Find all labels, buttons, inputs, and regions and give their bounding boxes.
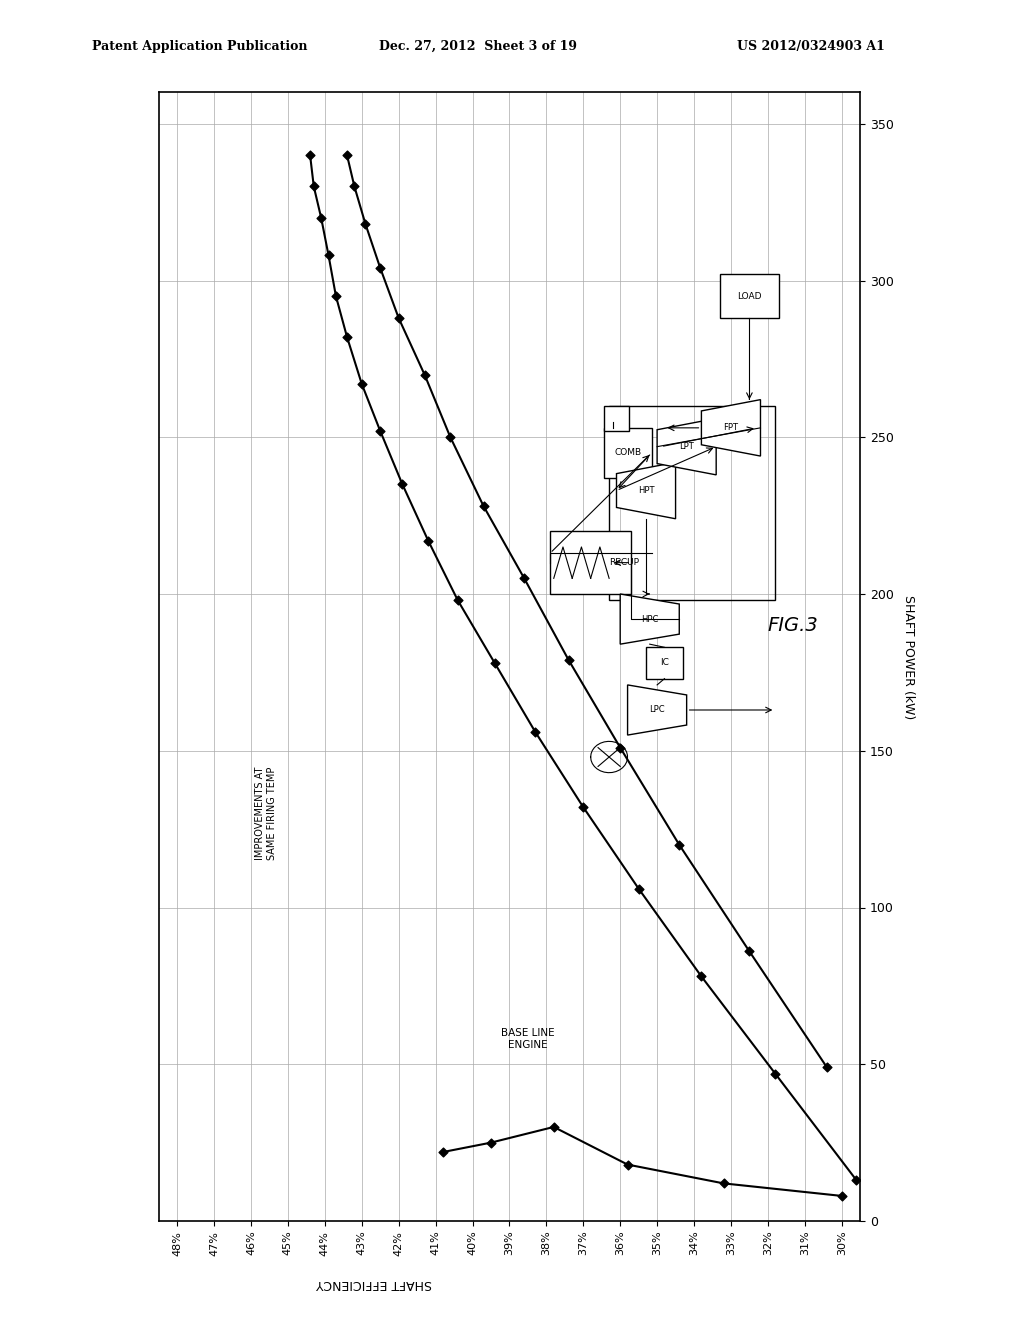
Point [834,1185,850,1206]
Point [321,246,337,267]
Point [372,257,388,279]
Point [390,308,407,329]
Text: US 2012/0324903 A1: US 2012/0324903 A1 [737,40,885,53]
Text: BASE LINE
ENGINE: BASE LINE ENGINE [501,1028,555,1049]
Point [305,176,322,197]
Polygon shape [616,462,676,519]
Point [767,1063,783,1084]
Bar [603,407,630,430]
Point [420,531,436,552]
Polygon shape [701,400,761,457]
Point [435,1142,452,1163]
Point [848,1170,864,1191]
Point [475,496,492,517]
Text: HPT: HPT [638,486,654,495]
Point [302,145,318,166]
Point [328,285,344,306]
Bar [646,647,683,678]
Bar [609,407,775,601]
Point [516,568,532,589]
Text: Dec. 27, 2012  Sheet 3 of 19: Dec. 27, 2012 Sheet 3 of 19 [379,40,577,53]
Point [631,878,647,899]
Point [620,1154,636,1175]
Bar [720,275,779,318]
Point [339,326,355,347]
Text: HPC: HPC [641,615,658,623]
Point [417,364,433,385]
Point [394,474,411,495]
Point [486,652,503,673]
Text: LPT: LPT [679,442,694,451]
Point [482,1133,499,1154]
Point [560,649,577,671]
Text: FIG.3: FIG.3 [768,616,818,635]
Text: IC: IC [660,659,669,668]
Point [575,797,592,818]
Point [442,426,459,447]
Polygon shape [657,418,716,475]
Text: SHAFT EFFICIENCY: SHAFT EFFICIENCY [315,1276,432,1290]
Text: FPT: FPT [723,424,738,433]
Bar [603,428,651,478]
Point [671,834,687,855]
Text: Patent Application Publication: Patent Application Publication [92,40,307,53]
Text: LPC: LPC [649,705,665,714]
Y-axis label: SHAFT POWER (kW): SHAFT POWER (kW) [901,594,914,719]
Polygon shape [628,685,687,735]
Point [346,176,362,197]
Point [527,721,544,742]
Point [546,1117,562,1138]
Polygon shape [621,594,679,644]
Point [819,1057,836,1078]
Text: COMB: COMB [614,449,641,458]
Point [353,374,370,395]
Point [372,420,388,441]
Text: RECUP: RECUP [608,558,639,568]
Text: IMPROVEMENTS AT
SAME FIRING TEMP: IMPROVEMENTS AT SAME FIRING TEMP [255,767,276,861]
Point [741,941,758,962]
Point [693,966,710,987]
Point [357,214,374,235]
Point [313,207,330,228]
Point [716,1172,732,1193]
Point [450,590,466,611]
Bar [550,531,631,594]
Point [612,737,629,758]
Text: LOAD: LOAD [737,292,762,301]
Point [339,145,355,166]
